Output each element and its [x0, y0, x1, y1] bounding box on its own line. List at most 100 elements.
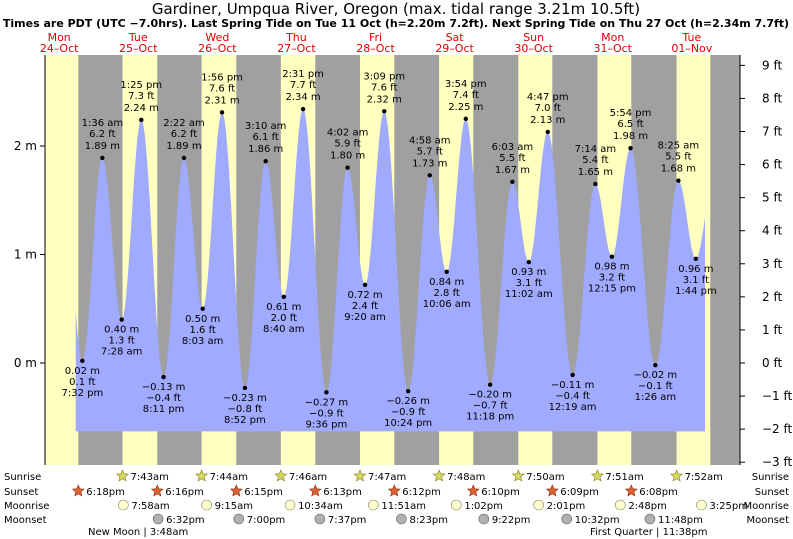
tide-m-label: 0.72 m — [347, 290, 382, 301]
tide-time-label: 11:02 am — [505, 289, 553, 300]
tide-time-label: 3:10 am — [245, 121, 287, 132]
moonrise-time-label: 2:48pm — [628, 501, 667, 512]
tide-low-marker: −0.27 m−0.9 ft9:36 pm — [305, 390, 348, 430]
tide-high-marker: 8:25 am5.5 ft1.68 m — [658, 141, 700, 183]
tide-m-label: 0.61 m — [266, 302, 301, 313]
moonset-time-label: 7:37pm — [328, 515, 367, 526]
sunset-icon — [466, 484, 480, 497]
tide-time-label: 9:20 am — [344, 312, 386, 323]
tide-high-marker: 1:36 am6.2 ft1.89 m — [82, 118, 123, 161]
right-axis-label: 5 ft — [762, 191, 782, 205]
tide-time-label: 2:31 pm — [282, 69, 324, 80]
sunset-time-label: 6:12pm — [402, 487, 441, 498]
sunrise-event: 7:43am — [116, 469, 169, 483]
day-date-label: 26–Oct — [198, 42, 237, 55]
day-of-week-label: Mon — [48, 31, 71, 44]
moonset-time-label: 8:23pm — [409, 515, 448, 526]
tide-m-label: 1.68 m — [661, 164, 696, 175]
moonrise-time-label: 3:25pm — [709, 501, 748, 512]
tide-ft-label: −0.7 ft — [473, 401, 508, 412]
sunset-time-label: 6:16pm — [165, 487, 204, 498]
tide-m-label: 2.31 m — [204, 95, 239, 106]
tide-extremes: 0.02 m0.1 ft7:32 pm1:36 am6.2 ft1.89 m0.… — [61, 69, 716, 430]
tide-time-label: 8:11 pm — [143, 404, 185, 415]
day-of-week-label: Fri — [369, 31, 382, 44]
moonrise-icon — [368, 499, 379, 511]
moonrise-event: 9:15am — [201, 499, 253, 512]
tide-point — [545, 129, 550, 135]
sunrise-icon — [670, 469, 684, 482]
tide-high-marker: 3:54 pm7.4 ft2.25 m — [445, 79, 487, 122]
tide-time-label: 10:06 am — [423, 299, 471, 310]
tide-point — [570, 372, 575, 378]
day-date-label: 30–Oct — [514, 42, 553, 55]
tide-time-label: 7:28 am — [101, 347, 143, 358]
right-axis-label: 4 ft — [762, 224, 782, 238]
tide-ft-label: −0.4 ft — [146, 393, 181, 404]
day-date-label: 27–Oct — [277, 42, 316, 55]
sunrise-time-label: 7:46am — [289, 472, 327, 483]
sunset-time-label: 6:10pm — [481, 487, 520, 498]
tide-ft-label: 6.1 ft — [253, 132, 279, 143]
sunrise-event: 7:50am — [511, 469, 565, 483]
row-label-right: Moonset — [747, 515, 790, 526]
left-axis-label: 0 m — [14, 356, 37, 370]
sunrise-icon — [353, 469, 367, 482]
tide-m-label: −0.11 m — [551, 380, 595, 391]
tide-ft-label: −0.9 ft — [309, 408, 344, 419]
sunset-icon — [71, 484, 85, 497]
tide-ft-label: 7.6 ft — [209, 83, 235, 94]
sunset-icon — [545, 484, 559, 497]
tide-time-label: 1:25 pm — [120, 80, 162, 91]
tide-time-label: 7:14 am — [575, 144, 617, 155]
tide-time-label: 4:58 am — [409, 135, 451, 146]
sunrise-event: 7:52am — [670, 469, 723, 483]
moonset-event: 7:00pm — [233, 513, 285, 526]
tide-ft-label: 6.2 ft — [89, 129, 115, 140]
moonrise-event: 11:51am — [368, 499, 426, 512]
tide-m-label: −0.26 m — [386, 396, 430, 407]
sunset-time-label: 6:09pm — [560, 487, 599, 498]
sunrise-event: 7:48am — [432, 469, 485, 483]
tide-high-marker: 2:22 am6.2 ft1.89 m — [163, 118, 205, 161]
tide-time-label: 10:24 pm — [384, 418, 432, 429]
left-axis-label: 1 m — [14, 248, 37, 262]
tide-point — [362, 282, 368, 288]
tide-ft-label: 3.2 ft — [599, 273, 625, 284]
tide-m-label: 0.96 m — [678, 264, 713, 275]
sunrise-icon — [195, 469, 209, 482]
tide-point — [161, 374, 166, 380]
moonrise-event: 2:48pm — [615, 499, 667, 512]
tide-point — [444, 269, 449, 275]
tide-time-label: 8:25 am — [658, 141, 700, 152]
tide-point — [219, 110, 225, 115]
tide-high-marker: 1:25 pm7.3 ft2.24 m — [120, 80, 162, 123]
right-axis-label: 2 ft — [762, 290, 782, 304]
tide-ft-label: 6.2 ft — [171, 129, 197, 140]
tide-high-marker: 4:02 am5.9 ft1.80 m — [327, 128, 368, 170]
tide-point — [281, 294, 287, 300]
day-date-label: 24–Oct — [40, 42, 79, 55]
moonset-icon — [478, 513, 490, 525]
tide-m-label: −0.02 m — [634, 370, 678, 381]
sunrise-time-label: 7:50am — [526, 472, 564, 483]
moonrise-icon — [284, 499, 296, 511]
right-axis-label: −3 ft — [762, 455, 793, 469]
tide-high-marker: 2:31 pm7.7 ft2.34 m — [282, 69, 324, 112]
right-axis-label: 3 ft — [762, 257, 782, 271]
sunrise-icon — [432, 469, 446, 482]
tide-m-label: 2.13 m — [530, 115, 565, 126]
sunrise-time-label: 7:44am — [210, 472, 248, 483]
sunset-icon — [624, 484, 638, 497]
sunrise-icon — [590, 469, 604, 482]
moonrise-event: 1:02pm — [451, 499, 503, 512]
daylight-band — [45, 55, 79, 465]
tide-m-label: 2.24 m — [124, 103, 159, 114]
tide-time-label: 3:09 pm — [363, 71, 405, 82]
moonrise-time-label: 1:02pm — [464, 501, 503, 512]
tide-m-label: 2.25 m — [448, 102, 483, 113]
moonset-icon — [561, 513, 573, 525]
tide-time-label: 2:22 am — [163, 118, 205, 129]
